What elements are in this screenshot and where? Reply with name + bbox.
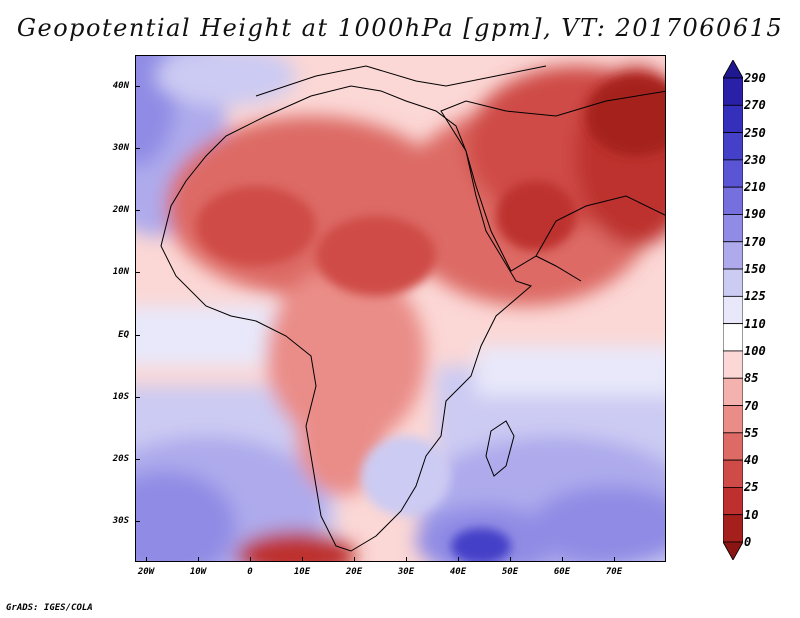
colorbar-segment bbox=[723, 60, 743, 79]
colorbar-level-label: 70 bbox=[744, 398, 759, 413]
lat-label-30n: 30N bbox=[112, 143, 129, 153]
colorbar-level-label: 40 bbox=[744, 453, 759, 468]
colorbar-level-label: 0 bbox=[744, 535, 752, 549]
colorbar-segment bbox=[723, 132, 743, 161]
geopotential-height-field bbox=[136, 56, 665, 561]
lat-tick bbox=[135, 86, 140, 87]
map-title: Geopotential Height at 1000hPa [gpm], VT… bbox=[16, 14, 784, 42]
lon-tick bbox=[146, 557, 147, 562]
colorbar-segment bbox=[723, 268, 743, 297]
footer-credit: GrADS: IGES/COLA bbox=[6, 603, 93, 613]
colorbar-level-label: 150 bbox=[744, 262, 766, 277]
lon-tick bbox=[354, 557, 355, 562]
colorbar-segment bbox=[723, 241, 743, 270]
colorbar-level-label: 230 bbox=[744, 152, 766, 167]
arabia-coastline bbox=[440, 90, 665, 272]
colorbar-segment bbox=[723, 159, 743, 188]
lat-tick bbox=[135, 335, 140, 336]
lon-tick bbox=[458, 557, 459, 562]
lat-label-20s: 20S bbox=[112, 454, 129, 464]
colorbar-segment bbox=[723, 323, 743, 352]
lat-tick bbox=[135, 272, 140, 273]
lat-label-20n: 20N bbox=[112, 205, 129, 215]
map-panel[interactable] bbox=[135, 55, 666, 562]
lon-tick bbox=[406, 557, 407, 562]
lon-label-0: 0 bbox=[247, 567, 253, 577]
colorbar-segment bbox=[723, 541, 743, 560]
colorbar-level-label: 10 bbox=[744, 507, 759, 522]
lon-tick bbox=[562, 557, 563, 562]
colorbar-level-label: 250 bbox=[744, 125, 766, 140]
colorbar-level-label: 290 bbox=[744, 71, 766, 85]
colorbar-segment bbox=[723, 350, 743, 379]
colorbar bbox=[723, 60, 743, 560]
colorbar-segment bbox=[723, 432, 743, 461]
lat-label-40n: 40N bbox=[112, 81, 129, 91]
colorbar-segment bbox=[723, 186, 743, 215]
colorbar-segment bbox=[723, 295, 743, 325]
coastlines bbox=[160, 65, 665, 552]
colorbar-level-label: 100 bbox=[744, 343, 766, 358]
colorbar-segment bbox=[723, 377, 743, 406]
lon-label-20e: 20E bbox=[345, 567, 363, 577]
lon-label-70e: 70E bbox=[605, 567, 623, 577]
lat-tick bbox=[135, 521, 140, 522]
colorbar-level-label: 55 bbox=[744, 425, 759, 440]
lat-label-10s: 10S bbox=[112, 392, 129, 402]
colorbar-segment bbox=[723, 514, 743, 543]
colorbar-level-label: 110 bbox=[744, 316, 766, 331]
lat-label-10n: 10N bbox=[112, 267, 129, 277]
lon-tick bbox=[510, 557, 511, 562]
lon-label-10e: 10E bbox=[293, 567, 311, 577]
lat-tick bbox=[135, 459, 140, 460]
colorbar-segment bbox=[723, 214, 743, 243]
lon-tick bbox=[614, 557, 615, 562]
lon-label-60e: 60E bbox=[553, 567, 571, 577]
colorbar-level-label: 190 bbox=[744, 207, 766, 222]
lon-label-40e: 40E bbox=[449, 567, 467, 577]
lon-label-10w: 10W bbox=[189, 567, 207, 577]
colorbar-segment bbox=[723, 487, 743, 516]
shaded-detail bbox=[196, 76, 665, 561]
horn-coastline bbox=[535, 255, 582, 282]
lat-label-30s: 30S bbox=[112, 516, 129, 526]
colorbar-segment bbox=[723, 104, 743, 133]
lat-tick bbox=[135, 148, 140, 149]
colorbar-level-label: 25 bbox=[744, 480, 759, 495]
lon-tick bbox=[198, 557, 199, 562]
madagascar-coastline bbox=[485, 420, 515, 477]
lon-label-20w: 20W bbox=[137, 567, 155, 577]
colorbar-segment bbox=[723, 459, 743, 488]
colorbar-segment bbox=[723, 405, 743, 434]
colorbar-level-label: 210 bbox=[744, 180, 766, 195]
lon-label-30e: 30E bbox=[397, 567, 415, 577]
lon-label-50e: 50E bbox=[501, 567, 519, 577]
colorbar-level-label: 125 bbox=[744, 289, 766, 304]
lon-tick bbox=[302, 557, 303, 562]
colorbar-level-label: 270 bbox=[744, 98, 766, 113]
lat-label-eq: EQ bbox=[118, 330, 129, 340]
colorbar-segment bbox=[723, 77, 743, 106]
europe-coastline bbox=[255, 65, 547, 97]
colorbar-segments bbox=[723, 60, 743, 560]
lon-tick bbox=[250, 557, 251, 562]
africa-coastline bbox=[160, 85, 532, 552]
colorbar-level-label: 85 bbox=[744, 371, 759, 386]
lat-tick bbox=[135, 210, 140, 211]
colorbar-level-label: 170 bbox=[744, 234, 766, 249]
lat-tick bbox=[135, 397, 140, 398]
